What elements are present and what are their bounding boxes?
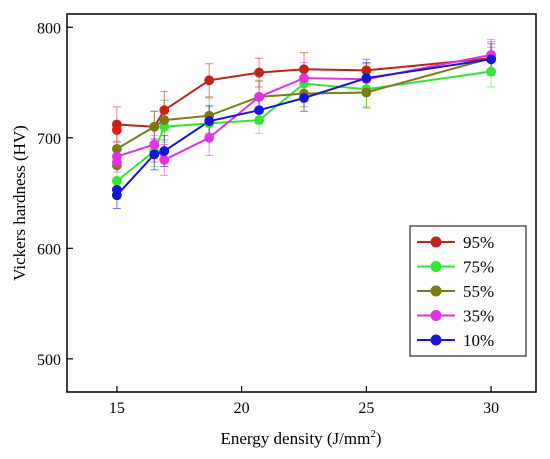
- legend-label: 75%: [463, 258, 494, 277]
- data-point: [111, 125, 122, 135]
- legend-marker: [430, 334, 442, 346]
- x-axis-title-text: Energy density (J/mm: [220, 429, 370, 448]
- data-point: [254, 91, 264, 102]
- x-tick-label: 20: [234, 400, 250, 417]
- legend-label: 55%: [463, 282, 494, 301]
- data-point: [159, 105, 170, 116]
- x-axis-title-close: ): [376, 429, 382, 448]
- data-point: [299, 93, 309, 103]
- series-markers: [111, 49, 496, 201]
- data-point: [254, 105, 264, 116]
- legend-label: 95%: [463, 233, 494, 252]
- legend-label: 10%: [463, 331, 494, 350]
- y-axis: 500 600 700 800: [37, 20, 73, 369]
- data-point: [111, 184, 122, 195]
- legend-items: 95% 75% 55% 35% 10%: [417, 233, 494, 350]
- plot-frame: [66, 13, 537, 393]
- y-tick-label: 700: [37, 131, 61, 148]
- y-axis-title: Vickers hardness (HV): [10, 125, 29, 281]
- data-point: [299, 64, 309, 75]
- data-point: [111, 175, 122, 186]
- data-point: [254, 67, 264, 78]
- legend-marker: [430, 285, 442, 297]
- data-point: [149, 121, 160, 132]
- data-point: [361, 87, 372, 98]
- legend: 95% 75% 55% 35% 10%: [409, 225, 527, 357]
- data-point: [254, 115, 264, 126]
- x-tick-label: 15: [109, 400, 125, 417]
- y-tick-label: 600: [37, 241, 61, 258]
- data-point: [204, 116, 215, 127]
- data-point: [149, 139, 160, 150]
- data-point: [159, 146, 170, 156]
- data-point: [486, 66, 496, 77]
- x-axis-title: Energy density (J/mm2): [220, 428, 381, 448]
- data-point: [111, 157, 122, 168]
- x-axis-title-superscript: 2: [370, 428, 376, 440]
- plot-area: [66, 13, 537, 393]
- x-tick-label: 30: [483, 400, 499, 417]
- data-point: [204, 75, 215, 86]
- y-tick-label: 500: [37, 352, 61, 369]
- data-point: [299, 73, 309, 84]
- legend-marker: [430, 261, 442, 272]
- legend-label: 35%: [463, 307, 494, 326]
- legend-marker: [430, 310, 442, 321]
- data-point: [159, 154, 170, 165]
- data-point: [149, 149, 160, 160]
- y-tick-label: 800: [37, 20, 61, 37]
- x-tick-label: 25: [358, 400, 374, 417]
- data-point: [486, 54, 496, 65]
- data-point: [361, 73, 372, 84]
- data-point: [204, 132, 215, 143]
- legend-marker: [430, 236, 442, 248]
- data-point: [159, 115, 170, 126]
- x-axis: 15 20 25 30: [109, 386, 499, 417]
